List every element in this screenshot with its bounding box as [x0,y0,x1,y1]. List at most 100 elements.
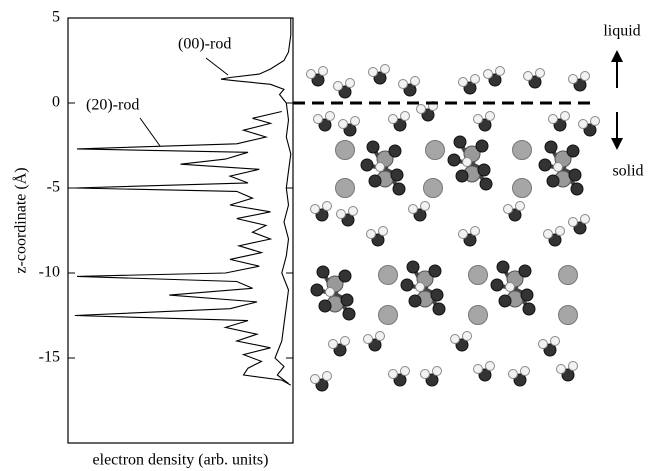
hydrogen [521,367,530,376]
hydrogen [416,283,425,292]
figure: 50-5-10-15(00)-rod(20)-rodliquidsolidele… [0,0,654,471]
oxygen [567,145,579,157]
oxygen [339,270,351,282]
hydrogen [311,205,320,214]
oxygen [401,279,413,291]
hydrogen [554,163,563,172]
calcium [336,141,355,160]
hydrogen [471,227,480,236]
hydrogen [334,82,343,91]
hydrogen [339,120,348,129]
phase-label: liquid [603,23,640,40]
oxygen [545,141,557,153]
hydrogen [323,202,332,211]
hydrogen [364,335,373,344]
hydrogen [433,367,442,376]
hydrogen [569,362,578,371]
hydrogen [463,158,472,167]
hydrogen [551,337,560,346]
y-tick-label: -15 [39,349,60,366]
oxygen [456,170,468,182]
hydrogen [581,215,590,224]
hydrogen [381,65,390,74]
oxygen [433,303,445,315]
oxygen [454,136,466,148]
hydrogen [557,365,566,374]
series-label: (20)-rod [86,97,139,114]
oxygen [317,266,329,278]
hydrogen [569,75,578,84]
hydrogen [367,230,376,239]
hydrogen [486,362,495,371]
hydrogen [314,115,323,124]
hydrogen [376,163,385,172]
hydrogen [459,230,468,239]
oxygen [519,265,531,277]
hydrogen [417,105,426,114]
hydrogen [561,112,570,121]
oxygen [539,159,551,171]
hydrogen [569,218,578,227]
calcium [336,179,355,198]
hydrogen [471,75,480,84]
calcium [426,141,445,160]
calcium [513,179,532,198]
calcium [379,266,398,285]
oxygen [571,183,583,195]
oxygen [521,289,533,301]
hydrogen [409,205,418,214]
hydrogen [474,365,483,374]
hydrogen [389,115,398,124]
hydrogen [544,230,553,239]
hydrogen [311,375,320,384]
oxygen [369,175,381,187]
hydrogen [516,202,525,211]
phase-label: solid [612,163,643,180]
hydrogen [506,283,515,292]
oxygen [367,141,379,153]
y-tick-label: 0 [52,94,60,111]
calcium [559,306,578,325]
oxygen [499,295,511,307]
density-curve [75,112,291,386]
oxygen [523,303,535,315]
hydrogen [463,332,472,341]
y-tick-label: -5 [47,179,60,196]
molecular-structure [307,65,600,392]
hydrogen [401,112,410,121]
hydrogen [486,112,495,121]
hydrogen [539,340,548,349]
calcium [424,179,443,198]
hydrogen [459,78,468,87]
hydrogen [496,67,505,76]
oxygen [361,159,373,171]
hydrogen [369,68,378,77]
y-axis-label: z-coordinate (Å) [12,167,30,273]
oxygen [448,154,460,166]
hydrogen [307,70,316,79]
oxygen [497,261,509,273]
oxygen [478,164,490,176]
hydrogen [421,202,430,211]
hydrogen [323,372,332,381]
plot-frame [68,18,293,443]
y-tick-label: -10 [39,264,60,281]
oxygen [491,279,503,291]
hydrogen [536,69,545,78]
hydrogen [509,370,518,379]
hydrogen [581,72,590,81]
hydrogen [376,332,385,341]
hydrogen [389,370,398,379]
hydrogen [556,227,565,236]
leader-line [206,58,228,75]
oxygen [431,289,443,301]
y-tick-label: 5 [52,9,60,26]
hydrogen [326,288,335,297]
hydrogen [337,210,346,219]
calcium [513,141,532,160]
x-axis-label: electron density (arb. units) [93,452,269,469]
hydrogen [421,370,430,379]
hydrogen [346,79,355,88]
oxygen [341,294,353,306]
leader-line [140,118,160,146]
